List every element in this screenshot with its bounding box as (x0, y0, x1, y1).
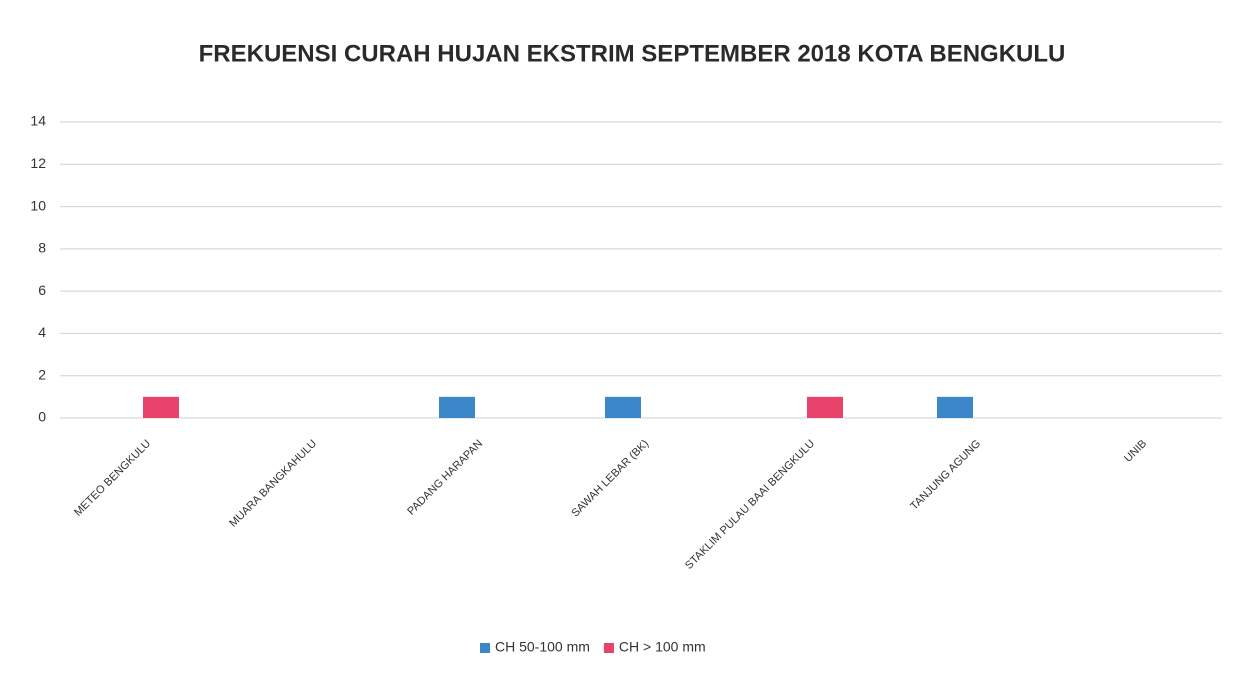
legend-swatch (603, 643, 614, 653)
y-tick-label: 6 (38, 282, 46, 298)
y-tick-label: 14 (30, 113, 46, 129)
y-tick-label: 10 (30, 197, 46, 213)
y-tick-label: 0 (38, 409, 46, 425)
y-tick-label: 12 (30, 155, 46, 171)
legend-swatch (480, 643, 490, 653)
bar (937, 396, 973, 418)
bar (605, 396, 641, 418)
legend-label: CH > 100 mm (619, 639, 706, 655)
chart-title: FREKUENSI CURAH HUJAN EKSTRIM SEPTEMBER … (199, 40, 1066, 67)
bar (439, 396, 475, 418)
bar (143, 396, 179, 418)
bar (807, 396, 843, 418)
legend-label: CH 50-100 mm (495, 639, 590, 655)
y-tick-label: 4 (38, 324, 46, 340)
y-tick-label: 8 (38, 240, 46, 256)
y-tick-label: 2 (38, 366, 46, 382)
